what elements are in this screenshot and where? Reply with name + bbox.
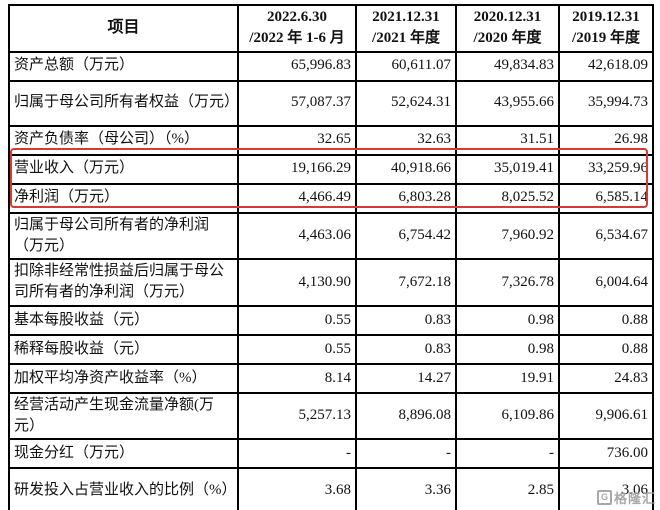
cell-value: 4,466.49 (237, 182, 357, 214)
cell-value: 35,019.41 (455, 153, 560, 185)
cell-value: 14.27 (355, 362, 457, 394)
cell-value: 736.00 (558, 438, 654, 470)
column-header-item: 项目 (8, 4, 239, 53)
row-label: 基本每股收益（元） (8, 304, 239, 336)
row-label: 现金分红（万元） (8, 438, 239, 470)
cell-value: 7,960.92 (455, 211, 560, 261)
cell-value: 43,955.66 (455, 79, 560, 127)
cell-value: 60,611.07 (355, 50, 457, 82)
watermark: G 格隆汇 (596, 488, 656, 507)
financial-summary-table: 项目 2022.6.30 /2022 年 1-6 月 2021.12.31 /2… (8, 4, 654, 510)
cell-value: 6,109.86 (455, 391, 560, 441)
cell-value: 42,618.09 (558, 50, 654, 82)
column-header-period-2022: 2022.6.30 /2022 年 1-6 月 (237, 4, 357, 53)
cell-value: - (455, 438, 560, 470)
cell-value: 19.91 (455, 362, 560, 394)
period-range: /2019 年度 (572, 30, 640, 47)
cell-value: 8,025.52 (455, 182, 560, 214)
cell-value: 57,087.37 (237, 79, 357, 127)
table-row-weighted-roe: 加权平均净资产收益率（%） 8.14 14.27 19.91 24.83 (8, 362, 654, 394)
column-header-period-2020: 2020.12.31 /2020 年度 (455, 4, 560, 53)
table-row-debt-ratio: 资产负债率（母公司）（%） 32.65 32.63 31.51 26.98 (8, 124, 654, 156)
cell-value: 4,463.06 (237, 211, 357, 261)
cell-value: 49,834.83 (455, 50, 560, 82)
row-label: 经营活动产生现金流量净额(万元） (8, 391, 239, 441)
gelonghui-logo-icon: G (596, 490, 612, 505)
table-header-row: 项目 2022.6.30 /2022 年 1-6 月 2021.12.31 /2… (8, 4, 654, 53)
period-date: 2019.12.31 (572, 9, 640, 25)
cell-value: 6,534.67 (558, 211, 654, 261)
cell-value: 4,130.90 (237, 258, 357, 307)
cell-value: 32.63 (355, 124, 457, 156)
cell-value: 19,166.29 (237, 153, 357, 185)
cell-value: 0.83 (355, 304, 457, 336)
row-label: 研发投入占营业收入的比例（%） (8, 467, 239, 510)
cell-value: 2.85 (455, 467, 560, 510)
table-row-diluted-eps: 稀释每股收益（元） 0.55 0.83 0.98 0.88 (8, 333, 654, 365)
period-date: 2022.6.30 (267, 9, 327, 25)
table-row-total-assets: 资产总额（万元） 65,996.83 60,611.07 49,834.83 4… (8, 50, 654, 82)
cell-value: 6,803.28 (355, 182, 457, 214)
cell-value: 3.68 (237, 467, 357, 510)
table-row-operating-cash-flow: 经营活动产生现金流量净额(万元） 5,257.13 8,896.08 6,109… (8, 391, 654, 441)
cell-value: 8,896.08 (355, 391, 457, 441)
cell-value: 9,906.61 (558, 391, 654, 441)
cell-value: 6,585.14 (558, 182, 654, 214)
cell-value: 7,672.18 (355, 258, 457, 307)
period-range: /2022 年 1-6 月 (249, 30, 345, 47)
row-label: 归属于母公司所有者权益（万元） (8, 79, 239, 127)
table-row-cash-dividend: 现金分红（万元） - - - 736.00 (8, 438, 654, 470)
cell-value: 5,257.13 (237, 391, 357, 441)
cell-value: 6,004.64 (558, 258, 654, 307)
cell-value: 8.14 (237, 362, 357, 394)
cell-value: 3.36 (355, 467, 457, 510)
row-label: 净利润（万元） (8, 182, 239, 214)
cell-value: 40,918.66 (355, 153, 457, 185)
cell-value: - (237, 438, 357, 470)
cell-value: 3.06 (558, 467, 654, 510)
row-label: 资产负债率（母公司）（%） (8, 124, 239, 156)
cell-value: 35,994.73 (558, 79, 654, 127)
table-row-basic-eps: 基本每股收益（元） 0.55 0.83 0.98 0.88 (8, 304, 654, 336)
cell-value: 7,326.78 (455, 258, 560, 307)
period-date: 2021.12.31 (372, 9, 440, 25)
period-date: 2020.12.31 (473, 9, 542, 25)
cell-value: 0.98 (455, 333, 560, 365)
row-label: 归属于母公司所有者的净利润（万元） (8, 211, 239, 261)
table-row-deducted-net-profit: 扣除非经常性损益后归属于母公司所有者的净利润（万元） 4,130.90 7,67… (8, 258, 654, 307)
watermark-text: 格隆汇 (613, 491, 656, 506)
cell-value: 32.65 (237, 124, 357, 156)
column-header-period-2021: 2021.12.31 /2021 年度 (355, 4, 457, 53)
cell-value: 52,624.31 (355, 79, 457, 127)
cell-value: 31.51 (455, 124, 560, 156)
cell-value: 0.88 (558, 333, 654, 365)
cell-value: 0.55 (237, 333, 357, 365)
cell-value: 65,996.83 (237, 50, 357, 82)
cell-value: 33,259.96 (558, 153, 654, 185)
row-label: 营业收入（万元） (8, 153, 239, 185)
table-row-parent-net-profit: 归属于母公司所有者的净利润（万元） 4,463.06 6,754.42 7,96… (8, 211, 654, 261)
row-label: 稀释每股收益（元） (8, 333, 239, 365)
cell-value: 0.88 (558, 304, 654, 336)
table-row-net-profit: 净利润（万元） 4,466.49 6,803.28 8,025.52 6,585… (8, 182, 654, 214)
period-range: /2021 年度 (372, 30, 440, 47)
cell-value: 26.98 (558, 124, 654, 156)
cell-value: 0.55 (237, 304, 357, 336)
column-header-period-2019: 2019.12.31 /2019 年度 (558, 4, 654, 53)
table-row-parent-equity: 归属于母公司所有者权益（万元） 57,087.37 52,624.31 43,9… (8, 79, 654, 127)
period-range: /2020 年度 (473, 30, 542, 47)
cell-value: 6,754.42 (355, 211, 457, 261)
cell-value: - (355, 438, 457, 470)
table-row-operating-revenue: 营业收入（万元） 19,166.29 40,918.66 35,019.41 3… (8, 153, 654, 185)
cell-value: 24.83 (558, 362, 654, 394)
cell-value: 0.83 (355, 333, 457, 365)
row-label: 扣除非经常性损益后归属于母公司所有者的净利润（万元） (8, 258, 239, 307)
cell-value: 0.98 (455, 304, 560, 336)
row-label: 加权平均净资产收益率（%） (8, 362, 239, 394)
row-label: 资产总额（万元） (8, 50, 239, 82)
table-row-rd-ratio: 研发投入占营业收入的比例（%） 3.68 3.36 2.85 3.06 (8, 467, 654, 510)
